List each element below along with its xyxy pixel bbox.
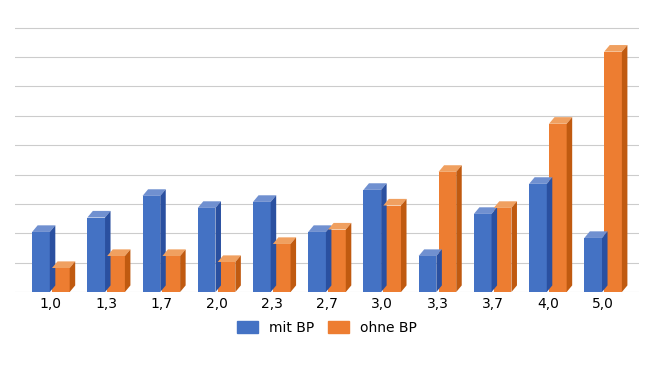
Polygon shape: [290, 238, 296, 292]
Polygon shape: [346, 223, 351, 292]
Polygon shape: [584, 231, 608, 238]
Polygon shape: [474, 207, 497, 214]
Polygon shape: [566, 117, 572, 292]
Polygon shape: [88, 211, 111, 218]
Polygon shape: [215, 201, 221, 292]
Polygon shape: [494, 201, 517, 208]
Polygon shape: [160, 189, 165, 292]
Polygon shape: [547, 177, 552, 292]
Polygon shape: [492, 207, 497, 292]
Polygon shape: [456, 165, 462, 292]
Polygon shape: [180, 249, 186, 292]
Polygon shape: [622, 45, 627, 292]
Polygon shape: [52, 268, 70, 292]
Polygon shape: [419, 256, 436, 292]
Polygon shape: [584, 238, 602, 292]
Polygon shape: [602, 231, 608, 292]
Polygon shape: [383, 205, 401, 292]
Polygon shape: [308, 232, 326, 292]
Polygon shape: [604, 45, 627, 52]
Polygon shape: [364, 190, 381, 292]
Polygon shape: [549, 117, 572, 124]
Polygon shape: [326, 225, 332, 292]
Polygon shape: [328, 223, 351, 230]
Polygon shape: [381, 183, 387, 292]
Polygon shape: [308, 225, 332, 232]
Polygon shape: [401, 199, 407, 292]
Polygon shape: [253, 202, 271, 292]
Polygon shape: [32, 232, 50, 292]
Polygon shape: [162, 249, 186, 256]
Polygon shape: [604, 52, 622, 292]
Polygon shape: [198, 208, 215, 292]
Polygon shape: [235, 255, 241, 292]
Polygon shape: [271, 195, 276, 292]
Polygon shape: [439, 165, 462, 172]
Polygon shape: [364, 183, 387, 190]
Polygon shape: [125, 249, 130, 292]
Polygon shape: [218, 255, 241, 262]
Polygon shape: [32, 225, 56, 232]
Polygon shape: [474, 214, 492, 292]
Polygon shape: [511, 201, 517, 292]
Polygon shape: [494, 208, 511, 292]
Polygon shape: [436, 249, 442, 292]
Polygon shape: [273, 238, 296, 244]
Polygon shape: [529, 184, 547, 292]
Polygon shape: [107, 249, 130, 256]
Legend: mit BP, ohne BP: mit BP, ohne BP: [232, 316, 422, 340]
Polygon shape: [549, 124, 566, 292]
Polygon shape: [328, 230, 346, 292]
Polygon shape: [198, 201, 221, 208]
Polygon shape: [143, 196, 160, 292]
Polygon shape: [107, 256, 125, 292]
Polygon shape: [70, 261, 75, 292]
Polygon shape: [383, 199, 407, 205]
Polygon shape: [52, 261, 75, 268]
Polygon shape: [419, 249, 442, 256]
Polygon shape: [529, 177, 552, 184]
Polygon shape: [218, 262, 235, 292]
Polygon shape: [143, 189, 165, 196]
Polygon shape: [88, 218, 105, 292]
Polygon shape: [105, 211, 111, 292]
Polygon shape: [439, 172, 456, 292]
Polygon shape: [253, 195, 276, 202]
Polygon shape: [50, 225, 56, 292]
Polygon shape: [273, 244, 290, 292]
Polygon shape: [162, 256, 180, 292]
